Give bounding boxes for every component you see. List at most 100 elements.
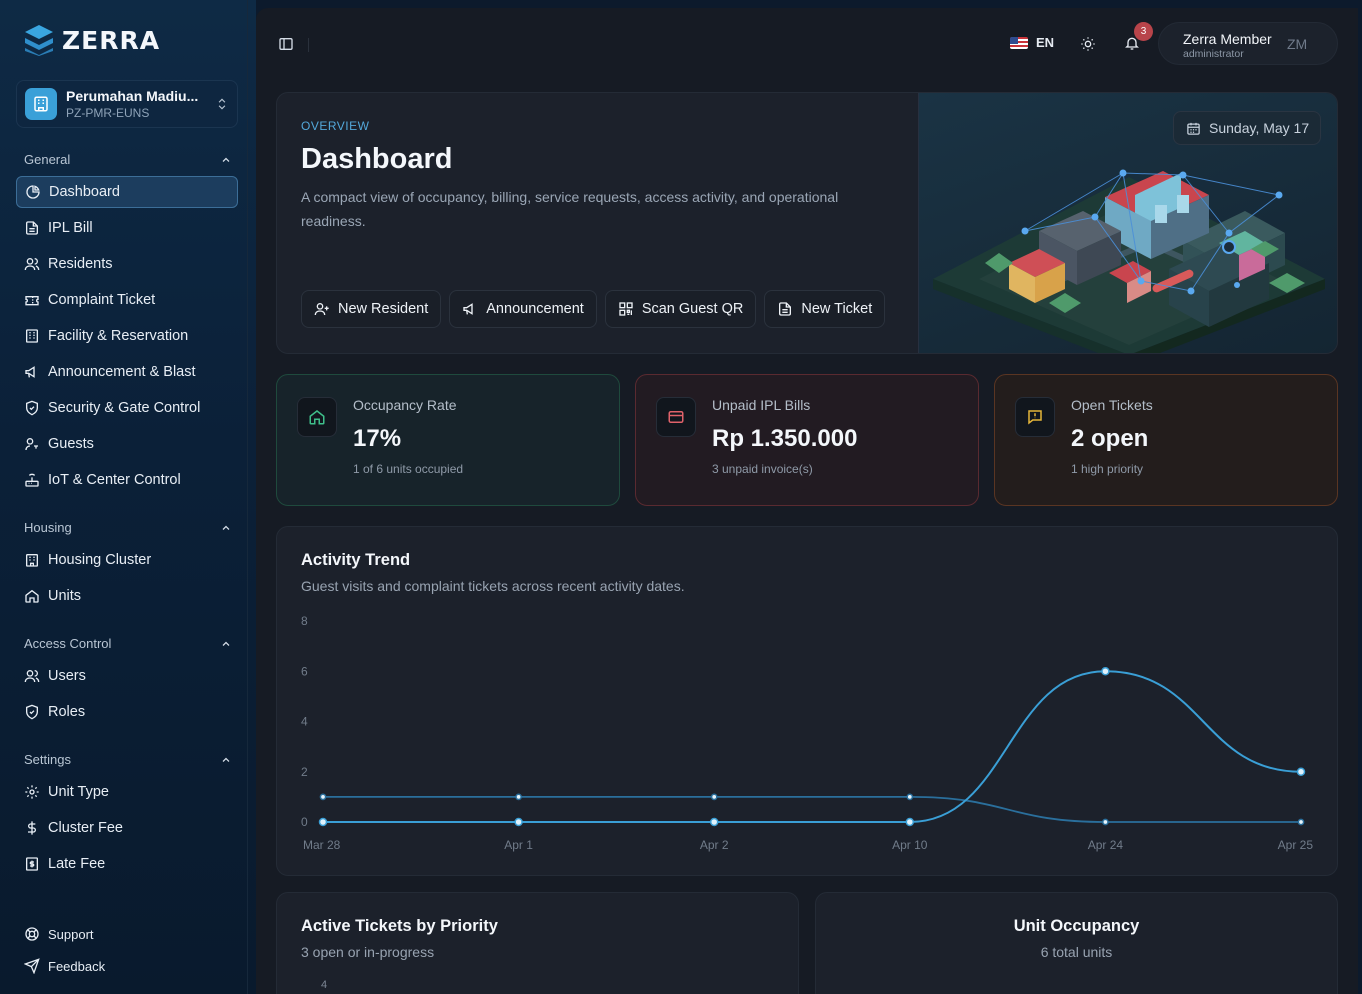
x-tick-label: Apr 24 [1088, 838, 1124, 852]
nav-item-dashboard[interactable]: Dashboard [16, 176, 238, 208]
announcement-button[interactable]: Announcement [449, 290, 597, 328]
nav-item-announcement-blast[interactable]: Announcement & Blast [16, 356, 238, 388]
nav-item-label: Units [48, 588, 82, 604]
receipt-icon [26, 857, 38, 871]
nav-item-label: Late Fee [48, 856, 106, 872]
bell-icon[interactable] [1124, 35, 1140, 51]
sun-icon[interactable] [1080, 36, 1096, 52]
x-tick-label: Apr 2 [700, 838, 729, 852]
qr-code-icon [619, 302, 633, 316]
stat-label: Unpaid IPL Bills [712, 397, 811, 413]
open-tickets-card[interactable]: Open Tickets 2 open 1 high priority [994, 374, 1338, 506]
nav-item-label: Housing Cluster [48, 552, 152, 568]
y-tick-label: 4 [321, 979, 328, 991]
nav-group-general[interactable]: General [24, 152, 232, 167]
series-line-2 [322, 795, 1301, 823]
active-tickets-card: Active Tickets by Priority 3 open or in-… [276, 892, 799, 994]
nav-item-iot-control[interactable]: IoT & Center Control [16, 464, 238, 496]
new-ticket-button[interactable]: New Ticket [764, 290, 886, 328]
nav-item-label: Security & Gate Control [48, 400, 201, 416]
nav-item-cluster-fee[interactable]: Cluster Fee [16, 812, 238, 844]
nav-item-ipl-bill[interactable]: IPL Bill [16, 212, 238, 244]
nav-item-housing-cluster[interactable]: Housing Cluster [16, 544, 238, 576]
page-title: Dashboard [301, 143, 453, 175]
us-flag-icon [1010, 36, 1028, 49]
y-tick-label: 2 [301, 765, 308, 779]
nav-item-feedback[interactable]: Feedback [16, 950, 238, 982]
button-label: Announcement [486, 301, 584, 317]
user-plus-icon [314, 303, 329, 316]
user-menu[interactable]: Zerra Member administrator ZM [1158, 22, 1338, 65]
pie-chart-icon [26, 185, 40, 199]
nav-group-housing[interactable]: Housing [24, 520, 232, 535]
series-point-2 [906, 793, 914, 801]
users-icon [24, 670, 40, 683]
nav-group-access-control[interactable]: Access Control [24, 636, 232, 651]
series-point-1 [514, 817, 523, 827]
calendar-icon [1187, 122, 1200, 135]
nav-item-security-gate[interactable]: Security & Gate Control [16, 392, 238, 424]
nav-group-settings[interactable]: Settings [24, 752, 232, 767]
user-role: administrator [1183, 48, 1244, 60]
ticket-icon [25, 296, 39, 306]
nav-item-label: Facility & Reservation [48, 328, 189, 344]
nav-item-label: IPL Bill [48, 220, 93, 236]
building-icon [25, 88, 57, 120]
main-content: EN 3 Zerra Member administrator ZM OVERV… [256, 8, 1358, 994]
topbar-divider [308, 38, 309, 52]
activity-trend-card: Activity Trend Guest visits and complain… [276, 526, 1338, 876]
nav-item-late-fee[interactable]: Late Fee [16, 848, 238, 880]
button-label: New Ticket [801, 301, 873, 317]
nav-item-label: Guests [48, 436, 94, 452]
file-text-icon [26, 221, 38, 235]
nav-item-support[interactable]: Support [16, 918, 238, 950]
sidebar-toggle-icon[interactable] [278, 36, 294, 52]
nav-item-label: Support [48, 926, 94, 942]
nav-item-unit-type[interactable]: Unit Type [16, 776, 238, 808]
series-point-2 [515, 793, 522, 801]
language-switcher[interactable]: EN [1010, 35, 1054, 50]
notification-badge: 3 [1134, 22, 1153, 41]
chevron-up-icon [222, 757, 230, 762]
nav-item-guests[interactable]: Guests [16, 428, 238, 460]
sidebar-divider [247, 0, 248, 994]
tenant-switcher[interactable]: Perumahan Madiu... PZ-PMR-EUNS [16, 80, 238, 128]
nav-item-residents[interactable]: Residents [16, 248, 238, 280]
occupancy-rate-card[interactable]: Occupancy Rate 17% 1 of 6 units occupied [276, 374, 620, 506]
series-point-2 [319, 793, 327, 801]
unit-occupancy-card: Unit Occupancy 6 total units [815, 892, 1338, 994]
date-display[interactable]: Sunday, May 17 [1173, 111, 1321, 145]
unpaid-ipl-bills-card[interactable]: Unpaid IPL Bills Rp 1.350.000 3 unpaid i… [635, 374, 979, 506]
tenant-code: PZ-PMR-EUNS [66, 106, 150, 120]
card-subtitle: 3 open or in-progress [301, 944, 435, 960]
users-icon [24, 258, 40, 271]
nav-item-label: Users [48, 668, 86, 684]
x-tick-label: Apr 1 [504, 838, 533, 852]
nav-item-roles[interactable]: Roles [16, 696, 238, 728]
y-tick-label: 0 [301, 815, 308, 829]
dollar-sign-icon [28, 821, 36, 835]
nav-item-users[interactable]: Users [16, 660, 238, 692]
new-resident-button[interactable]: New Resident [301, 290, 442, 328]
nav-item-facility-reservation[interactable]: Facility & Reservation [16, 320, 238, 352]
nav-item-label: Roles [48, 704, 86, 720]
series-point-1 [318, 817, 328, 827]
router-icon [25, 473, 39, 487]
chevron-up-icon [222, 157, 230, 162]
scan-guest-qr-button[interactable]: Scan Guest QR [604, 290, 757, 328]
nav-item-units[interactable]: Units [16, 580, 238, 612]
stat-value: 2 open [1071, 425, 1149, 452]
megaphone-icon [25, 366, 35, 378]
nav-item-complaint-ticket[interactable]: Complaint Ticket [16, 284, 238, 316]
message-alert-icon [1015, 397, 1055, 437]
sidebar: ZERRA Perumahan Madiu... PZ-PMR-EUNS Gen… [0, 0, 256, 994]
shield-check-icon [26, 400, 38, 416]
y-tick-label: 4 [301, 715, 308, 729]
chevrons-up-down-icon [218, 98, 226, 110]
card-title: Activity Trend [301, 551, 411, 569]
nav-group-label: Access Control [24, 636, 112, 651]
brand-logo[interactable]: ZERRA [24, 24, 160, 56]
topbar: EN 3 Zerra Member administrator ZM [256, 8, 1358, 78]
series-point-1 [1296, 767, 1306, 776]
series-point-2 [1297, 818, 1305, 826]
